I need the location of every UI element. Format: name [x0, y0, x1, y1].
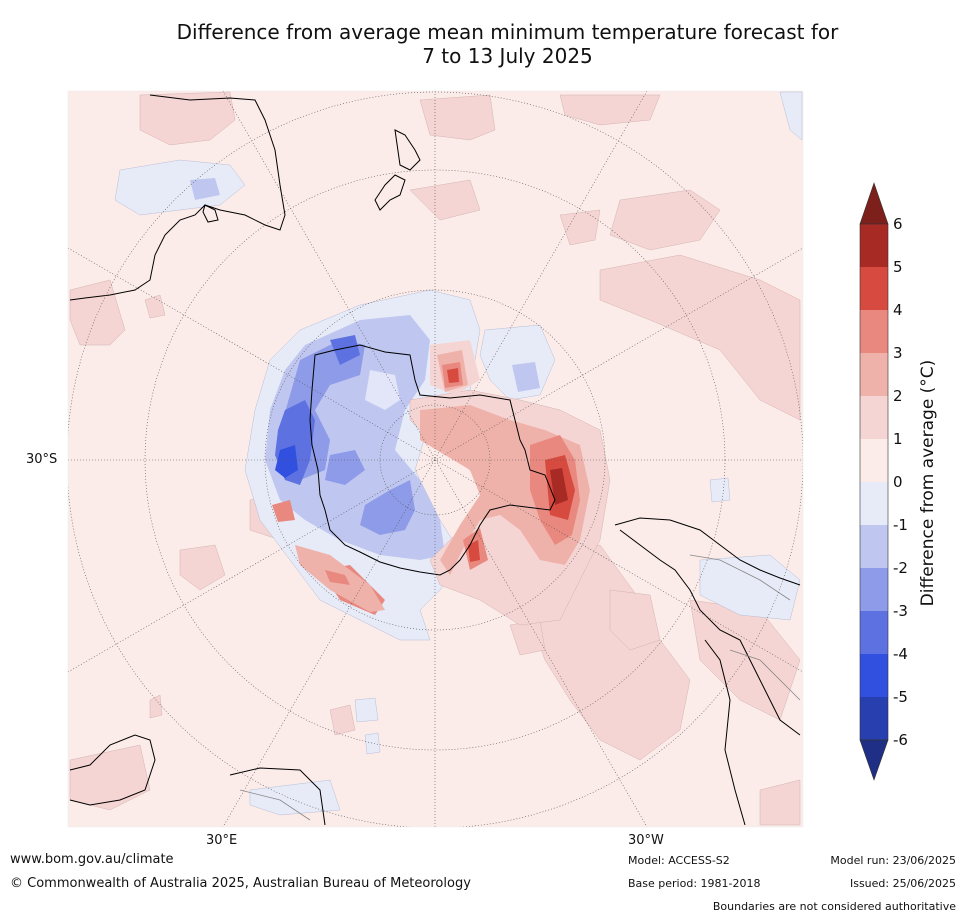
colorbar-tick: 5: [893, 258, 903, 276]
colorbar-tick: 4: [893, 301, 903, 319]
footer-copyright: © Commonwealth of Australia 2025, Austra…: [10, 876, 471, 891]
colorbar-m3-m2: [860, 568, 888, 611]
colorbar-3-4: [860, 310, 888, 353]
warm-streak-core: [325, 570, 350, 585]
lon-label-30e: 30°E: [206, 833, 238, 848]
colorbar-tick: 6: [893, 215, 903, 233]
footer-url: www.bom.gov.au/climate: [10, 852, 174, 867]
colorbar-0-1: [860, 439, 888, 482]
lon-label-30w: 30°W: [628, 833, 664, 848]
colorbar-tick: -5: [893, 688, 908, 706]
colorbar-tick: 2: [893, 387, 903, 405]
colorbar-tick: -6: [893, 731, 908, 749]
map-plot-area: [68, 91, 803, 827]
colorbar-m5-m4: [860, 654, 888, 697]
map-title: Difference from average mean minimum tem…: [0, 20, 965, 68]
colorbar-tick: 3: [893, 344, 903, 362]
colorbar-tick: 0: [893, 473, 903, 491]
graticule: [68, 91, 803, 827]
colorbar-tick: -1: [893, 516, 908, 534]
colorbar-extend-top: [859, 182, 889, 225]
country-borders: [239, 554, 801, 821]
colorbar-m4-m3: [860, 611, 888, 654]
colorbar-5-6: [860, 224, 888, 267]
colorbar-tick: -2: [893, 559, 908, 577]
footer-model: Model: ACCESS-S2: [628, 854, 730, 867]
footer-model-run: Model run: 23/06/2025: [830, 854, 956, 867]
anomaly-minus-2-to-minus-1-small: [190, 178, 540, 392]
colorbar-tick: 1: [893, 430, 903, 448]
antarctic-warm-anomaly: [320, 340, 611, 626]
colorbar-outline: [859, 223, 889, 741]
colorbar-2-3: [860, 353, 888, 396]
colorbar: [859, 182, 889, 781]
title-line-1: Difference from average mean minimum tem…: [176, 20, 839, 44]
colorbar-tick: -3: [893, 602, 908, 620]
plot-frame: [67, 90, 804, 828]
colorbar-4-5: [860, 267, 888, 310]
coastlines: [69, 94, 801, 826]
footer-base-period: Base period: 1981-2018: [628, 877, 761, 890]
colorbar-m6-m5: [860, 697, 888, 740]
warm-spot-south-africa: [272, 500, 295, 522]
footer-disclaimer: Boundaries are not considered authoritat…: [712, 900, 956, 913]
colorbar-extend-bottom: [859, 739, 889, 781]
colorbar-label: Difference from average (°C): [918, 359, 938, 607]
colorbar-m1-0: [860, 482, 888, 525]
footer-issued: Issued: 25/06/2025: [849, 877, 956, 890]
colorbar-1-2: [860, 396, 888, 439]
colorbar-tick: -4: [893, 645, 908, 663]
title-line-2: 7 to 13 July 2025: [422, 44, 593, 68]
colorbar-m2-m1: [860, 525, 888, 568]
lat-label-30s: 30°S: [26, 452, 58, 467]
